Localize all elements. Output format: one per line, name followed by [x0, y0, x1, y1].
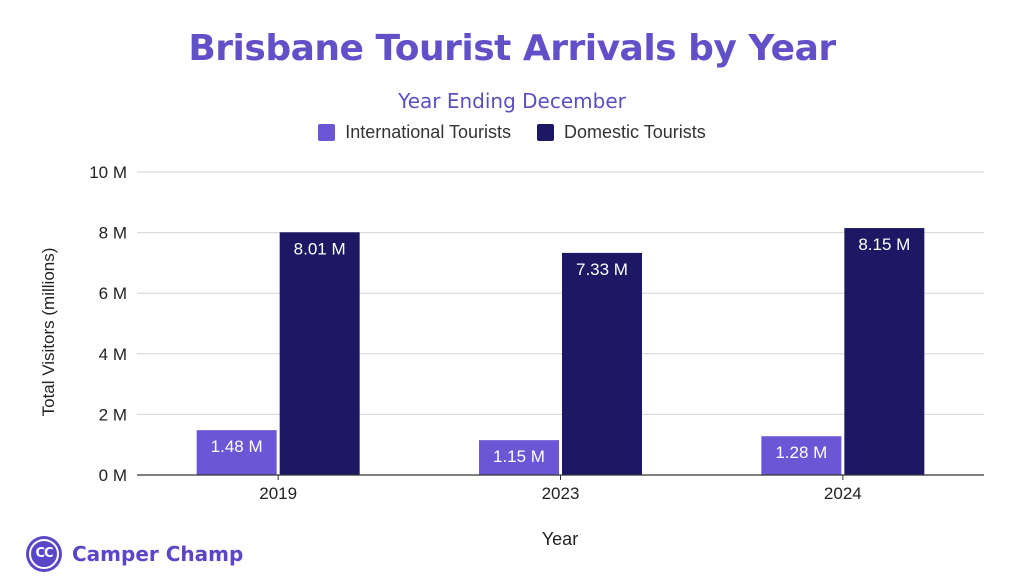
- chart-title: Brisbane Tourist Arrivals by Year: [188, 28, 836, 69]
- legend: International Tourists Domestic Tourists: [0, 122, 1024, 143]
- bars: [196, 228, 925, 475]
- y-tick-label: 8 M: [99, 224, 127, 243]
- data-label-international-2019: 1.48 M: [211, 437, 263, 456]
- axes: 0 M 2 M 4 M 6 M 8 M 10 M 2019 2023 2024: [89, 163, 984, 503]
- data-label-domestic-2019: 8.01 M: [294, 239, 346, 258]
- brand-logo-text: CC: [35, 546, 53, 561]
- x-tick-label: 2024: [824, 484, 862, 503]
- chart-subtitle: Year Ending December: [398, 89, 626, 113]
- data-label-international-2024: 1.28 M: [775, 443, 827, 462]
- x-tick-label: 2019: [259, 484, 297, 503]
- legend-label-international: International Tourists: [345, 122, 512, 142]
- bar-domestic-2023: [562, 252, 642, 475]
- bar-international-2019: [196, 430, 277, 475]
- y-tick-label: 0 M: [99, 466, 127, 485]
- y-tick-label: 4 M: [99, 345, 127, 364]
- bar-domestic-2024: [844, 228, 925, 475]
- data-labels: 1.48 M 8.01 M 1.15 M 7.33 M 1.28 M 8.15 M: [211, 235, 911, 466]
- brand-name: Camper Champ: [72, 542, 244, 566]
- y-axis-title: Total Visitors (millions): [39, 248, 58, 417]
- y-tick-label: 2 M: [99, 405, 127, 424]
- data-label-domestic-2024: 8.15 M: [858, 235, 910, 254]
- legend-swatch-international: [318, 124, 336, 141]
- brand-logo-block: CC Camper Champ: [26, 536, 243, 572]
- bar-international-2024: [761, 436, 842, 475]
- brand-logo-icon: CC: [26, 536, 62, 572]
- y-tick-label: 6 M: [99, 284, 127, 303]
- x-tick-label: 2023: [542, 484, 580, 503]
- gridlines: [137, 171, 984, 415]
- legend-swatch-domestic: [537, 124, 555, 141]
- bar-domestic-2019: [279, 232, 360, 475]
- legend-item-domestic: Domestic Tourists: [537, 122, 706, 143]
- legend-label-domestic: Domestic Tourists: [564, 122, 706, 142]
- y-tick-label: 10 M: [89, 163, 127, 182]
- bar-international-2023: [479, 440, 559, 475]
- legend-item-international: International Tourists: [318, 122, 511, 143]
- data-label-domestic-2023: 7.33 M: [576, 260, 628, 279]
- data-label-international-2023: 1.15 M: [493, 447, 545, 466]
- x-axis-title: Year: [542, 529, 578, 549]
